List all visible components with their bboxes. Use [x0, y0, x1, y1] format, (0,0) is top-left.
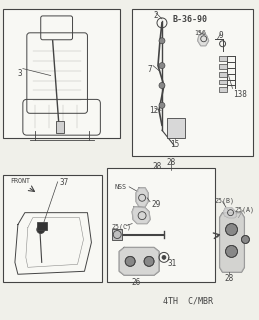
Bar [107, 168, 215, 282]
Text: 29: 29 [151, 200, 160, 209]
Text: 4TH  C/MBR: 4TH C/MBR [163, 296, 213, 305]
Text: 25(C): 25(C) [111, 224, 131, 230]
Text: 37: 37 [60, 178, 69, 187]
Circle shape [162, 255, 166, 260]
Text: 31: 31 [168, 260, 177, 268]
Text: 2: 2 [154, 11, 158, 20]
Circle shape [159, 63, 165, 68]
Text: 3: 3 [18, 68, 23, 77]
Bar [219, 64, 227, 68]
Polygon shape [198, 33, 209, 46]
Polygon shape [119, 247, 159, 275]
Polygon shape [136, 188, 148, 207]
Bar [3, 175, 102, 282]
Bar [112, 228, 122, 241]
Text: 28: 28 [167, 158, 176, 167]
Polygon shape [132, 207, 150, 224]
Circle shape [226, 224, 238, 236]
Text: 138: 138 [234, 91, 247, 100]
Circle shape [125, 256, 135, 266]
Circle shape [159, 102, 165, 108]
Text: B-36-90: B-36-90 [172, 15, 207, 24]
Text: NSS: NSS [114, 184, 126, 190]
Circle shape [144, 256, 154, 266]
Circle shape [37, 226, 45, 234]
Text: FRONT: FRONT [10, 178, 30, 184]
Bar [132, 9, 253, 156]
Polygon shape [224, 208, 236, 218]
Circle shape [226, 245, 238, 257]
Polygon shape [220, 213, 244, 272]
Circle shape [159, 38, 165, 44]
Text: 28: 28 [152, 162, 161, 171]
Text: 156: 156 [194, 30, 206, 36]
Text: 28: 28 [225, 274, 234, 283]
Bar [37, 222, 47, 229]
Bar [219, 56, 227, 60]
Bar [219, 79, 227, 84]
Bar [219, 87, 227, 92]
Bar [167, 118, 185, 138]
Bar [219, 72, 227, 76]
Circle shape [241, 236, 249, 244]
Text: 7: 7 [147, 65, 152, 74]
Text: 25(B): 25(B) [215, 198, 235, 204]
Text: 12: 12 [149, 106, 158, 115]
Text: 26: 26 [132, 278, 141, 287]
Bar [3, 9, 120, 138]
Bar [56, 121, 64, 133]
Circle shape [159, 83, 165, 88]
Text: 9: 9 [219, 31, 223, 40]
Text: 25(A): 25(A) [234, 207, 255, 213]
Text: 15: 15 [170, 140, 179, 149]
